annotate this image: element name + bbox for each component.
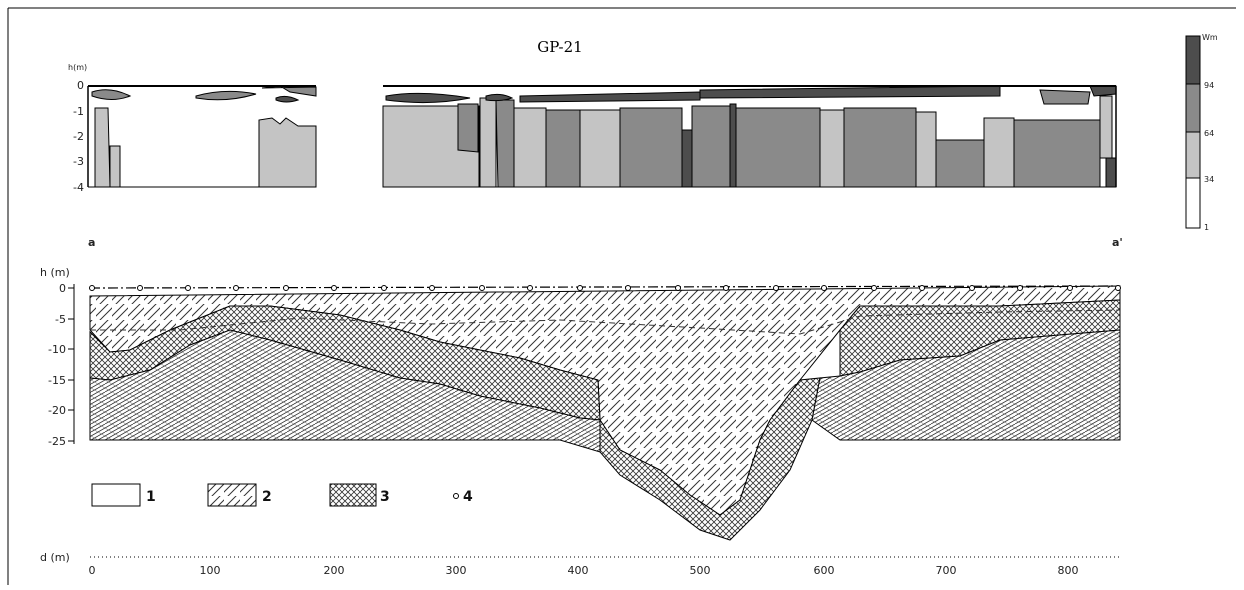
legend-key-1: 1: [146, 489, 156, 505]
legend: 1 2 3 4: [91, 483, 473, 507]
interface-dashed-line: [90, 309, 1121, 335]
color-scale-tick-94: 94: [1204, 81, 1214, 90]
top-y-tick-1: -1: [73, 105, 84, 118]
legend-key-3: 3: [380, 489, 390, 505]
surface-line: [89, 285, 1121, 289]
color-scale-swatch-0: [1185, 35, 1201, 85]
legend-key-2: 2: [262, 489, 272, 505]
bottom-profile: h (m) 0 -5 -10 -15 -20 -25: [40, 266, 1121, 577]
x-tick-100: 100: [200, 564, 221, 577]
bottom-profile-y-ticks: 0 -5 -10 -15 -20 -25: [48, 282, 66, 448]
legend-swatch-blank: [91, 483, 141, 507]
bottom-y-tick-0: 0: [59, 282, 66, 295]
bedrock-layer-left: [89, 329, 601, 453]
top-profile-ylabel: h(m): [68, 63, 87, 72]
station-markers: [89, 285, 1121, 291]
x-tick-700: 700: [936, 564, 957, 577]
color-scale-swatch-3: [1185, 177, 1201, 229]
bottom-y-tick-20: -20: [48, 404, 66, 417]
top-y-tick-4: -4: [73, 181, 84, 194]
color-scale-tick-34: 34: [1204, 175, 1214, 184]
x-axis-ticks: 0 100 200 300 400 500 600 700 800: [89, 564, 1079, 577]
section-end-right: a': [1112, 236, 1123, 249]
top-y-tick-3: -3: [73, 155, 84, 168]
legend-item-2: 2: [207, 483, 272, 507]
legend-item-3: 3: [329, 483, 390, 507]
color-scale-swatch-1: [1185, 83, 1201, 133]
bottom-profile-xlabel: d (m): [40, 551, 70, 564]
color-scale-swatch-2: [1185, 131, 1201, 179]
legend-item-4: 4: [453, 489, 473, 505]
legend-key-4: 4: [463, 489, 473, 505]
color-scale: Wm 94 64 34 1: [1185, 33, 1218, 232]
color-scale-tick-64: 64: [1204, 129, 1214, 138]
legend-item-1: 1: [91, 483, 156, 507]
bottom-y-tick-10: -10: [48, 343, 66, 356]
section-end-left: a: [88, 236, 95, 249]
top-y-tick-2: -2: [73, 130, 84, 143]
figure-title: GP-21: [537, 38, 582, 56]
top-profile-y-ticks: 0 -1 -2 -3 -4: [73, 79, 84, 194]
x-tick-0: 0: [89, 564, 96, 577]
bottom-y-tick-5: -5: [55, 313, 66, 326]
x-tick-600: 600: [814, 564, 835, 577]
x-tick-200: 200: [324, 564, 345, 577]
top-y-tick-0: 0: [77, 79, 84, 92]
top-profile-left-segment: [87, 85, 317, 188]
legend-circle-marker-icon: [453, 493, 459, 499]
x-tick-300: 300: [446, 564, 467, 577]
legend-swatch-cross-hatch: [329, 483, 377, 507]
x-tick-800: 800: [1058, 564, 1079, 577]
bottom-profile-ylabel: h (m): [40, 266, 70, 279]
bottom-y-tick-25: -25: [48, 435, 66, 448]
color-scale-tick-1: 1: [1204, 223, 1209, 232]
bedrock-layer-right: [811, 329, 1121, 441]
color-scale-label: Wm: [1202, 33, 1218, 42]
bottom-y-tick-15: -15: [48, 374, 66, 387]
x-tick-400: 400: [568, 564, 589, 577]
top-profile-right-segment: [382, 85, 1117, 188]
x-tick-500: 500: [690, 564, 711, 577]
legend-swatch-diagonal-hatch: [207, 483, 257, 507]
top-profile: h(m) 0 -1 -2 -3 -4: [68, 63, 1117, 194]
